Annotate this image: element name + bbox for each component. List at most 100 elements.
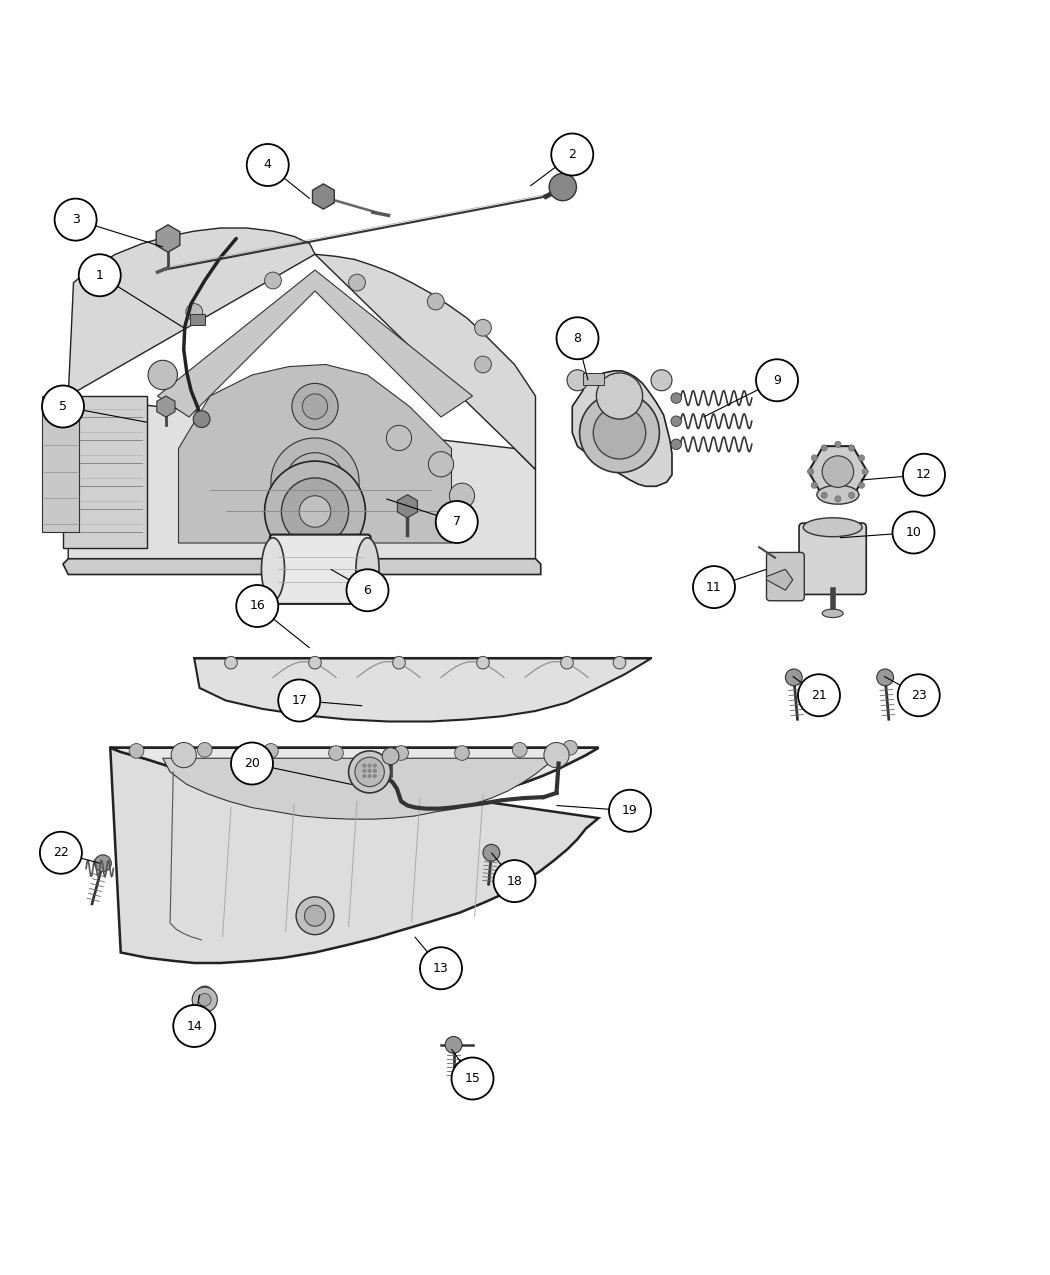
- Polygon shape: [178, 365, 452, 543]
- Circle shape: [299, 496, 331, 528]
- Text: 5: 5: [59, 400, 67, 413]
- Circle shape: [835, 496, 841, 502]
- Circle shape: [811, 482, 817, 488]
- Circle shape: [798, 674, 840, 717]
- Text: 12: 12: [916, 468, 932, 481]
- Circle shape: [848, 445, 855, 451]
- Ellipse shape: [356, 538, 379, 601]
- Text: 6: 6: [363, 584, 372, 597]
- Text: 9: 9: [773, 374, 781, 386]
- Circle shape: [822, 456, 854, 487]
- Circle shape: [445, 1037, 462, 1053]
- Circle shape: [859, 455, 865, 462]
- Circle shape: [563, 741, 578, 755]
- Text: 4: 4: [264, 158, 272, 172]
- Circle shape: [394, 746, 408, 760]
- Circle shape: [821, 492, 827, 499]
- Circle shape: [193, 411, 210, 427]
- Circle shape: [42, 385, 84, 427]
- Circle shape: [512, 742, 527, 757]
- Text: 3: 3: [71, 213, 80, 226]
- Text: 1: 1: [96, 269, 104, 282]
- Circle shape: [196, 986, 213, 1003]
- Circle shape: [862, 468, 868, 474]
- Circle shape: [671, 439, 681, 450]
- Polygon shape: [572, 371, 672, 486]
- Circle shape: [475, 319, 491, 337]
- Circle shape: [302, 394, 328, 419]
- Circle shape: [892, 511, 934, 553]
- Circle shape: [40, 831, 82, 873]
- Circle shape: [247, 144, 289, 186]
- Circle shape: [368, 764, 372, 768]
- Circle shape: [236, 585, 278, 627]
- Text: 13: 13: [433, 961, 449, 975]
- Circle shape: [55, 199, 97, 241]
- Text: 23: 23: [911, 688, 926, 701]
- FancyBboxPatch shape: [766, 552, 804, 601]
- Circle shape: [368, 769, 372, 773]
- Text: 10: 10: [905, 527, 922, 539]
- Circle shape: [821, 445, 827, 451]
- Polygon shape: [110, 747, 598, 963]
- Circle shape: [362, 774, 366, 778]
- Circle shape: [362, 764, 366, 768]
- Circle shape: [693, 566, 735, 608]
- Circle shape: [309, 657, 321, 669]
- Circle shape: [265, 272, 281, 289]
- Text: 16: 16: [250, 599, 265, 612]
- Text: 15: 15: [464, 1072, 481, 1085]
- Circle shape: [420, 947, 462, 989]
- Text: 8: 8: [573, 332, 582, 344]
- Polygon shape: [194, 658, 651, 722]
- Circle shape: [556, 317, 598, 360]
- Circle shape: [304, 905, 326, 926]
- Circle shape: [785, 669, 802, 686]
- Circle shape: [835, 441, 841, 448]
- Circle shape: [483, 844, 500, 861]
- Circle shape: [292, 384, 338, 430]
- FancyBboxPatch shape: [270, 534, 371, 604]
- Text: 7: 7: [453, 515, 461, 529]
- Ellipse shape: [817, 486, 859, 504]
- Text: 22: 22: [52, 847, 69, 859]
- Polygon shape: [63, 397, 147, 548]
- Circle shape: [877, 669, 894, 686]
- Polygon shape: [766, 569, 793, 590]
- Circle shape: [651, 370, 672, 390]
- Circle shape: [567, 370, 588, 390]
- Circle shape: [265, 462, 365, 562]
- Text: 14: 14: [187, 1020, 202, 1033]
- Circle shape: [362, 769, 366, 773]
- Circle shape: [278, 680, 320, 722]
- Circle shape: [436, 501, 478, 543]
- Circle shape: [173, 1005, 215, 1047]
- Circle shape: [373, 764, 377, 768]
- Circle shape: [494, 861, 536, 903]
- Circle shape: [171, 742, 196, 768]
- Circle shape: [449, 483, 475, 509]
- Circle shape: [848, 492, 855, 499]
- Circle shape: [264, 743, 278, 759]
- Circle shape: [349, 274, 365, 291]
- Circle shape: [811, 455, 817, 462]
- Text: 19: 19: [622, 805, 638, 817]
- Circle shape: [373, 774, 377, 778]
- Polygon shape: [68, 228, 315, 397]
- Circle shape: [286, 453, 344, 511]
- Circle shape: [368, 774, 372, 778]
- Circle shape: [355, 757, 384, 787]
- FancyBboxPatch shape: [799, 523, 866, 594]
- Ellipse shape: [822, 609, 843, 617]
- Ellipse shape: [261, 538, 285, 601]
- Circle shape: [596, 372, 643, 419]
- Circle shape: [475, 356, 491, 372]
- Circle shape: [186, 303, 203, 320]
- Circle shape: [859, 482, 865, 488]
- Text: 2: 2: [568, 148, 576, 161]
- Polygon shape: [158, 270, 473, 417]
- Circle shape: [452, 1057, 494, 1099]
- Polygon shape: [190, 314, 205, 325]
- Text: 20: 20: [244, 757, 260, 770]
- Circle shape: [296, 896, 334, 935]
